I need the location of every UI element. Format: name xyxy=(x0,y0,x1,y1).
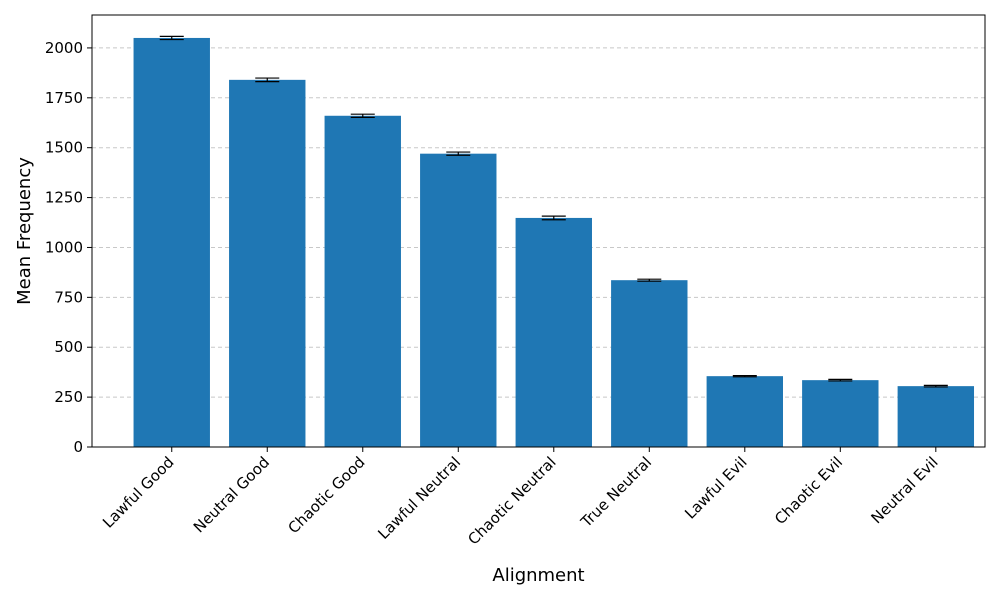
y-tick-label: 0 xyxy=(73,438,83,456)
y-axis: 0 250 500 750 1000 1250 1500 1750 2000 xyxy=(45,39,92,456)
x-tick-label: True Neutral xyxy=(577,453,655,531)
x-tick-label: Chaotic Good xyxy=(285,453,369,537)
x-axis: Lawful Good Neutral Good Chaotic Good Lawfu… xyxy=(99,447,942,548)
bar xyxy=(420,153,497,447)
y-tick-label: 250 xyxy=(54,388,83,406)
bar xyxy=(133,37,210,448)
x-tick-label: Lawful Evil xyxy=(681,453,750,522)
bar xyxy=(706,376,784,447)
y-tick-label: 500 xyxy=(54,338,83,356)
x-tick-label: Lawful Neutral xyxy=(374,453,464,543)
error-bars xyxy=(159,35,948,388)
bars xyxy=(133,37,975,448)
x-axis-label: Alignment xyxy=(492,565,584,586)
bar xyxy=(515,217,592,447)
plot-frame xyxy=(91,14,986,448)
y-tick-label: 1750 xyxy=(45,89,83,107)
y-tick-label: 750 xyxy=(54,288,83,306)
x-tick-label: Neutral Evil xyxy=(868,453,942,527)
y-axis-label: Mean Frequency xyxy=(14,157,35,305)
y-tick-label: 1500 xyxy=(45,139,83,157)
x-tick-label: Lawful Good xyxy=(99,453,178,532)
y-tick-label: 1000 xyxy=(45,238,83,256)
y-tick-label: 1250 xyxy=(45,189,83,207)
bar xyxy=(897,386,975,447)
x-tick-label: Neutral Good xyxy=(190,453,273,536)
bar xyxy=(229,79,306,447)
y-tick-label: 2000 xyxy=(45,39,83,57)
x-tick-label: Chaotic Neutral xyxy=(464,453,559,548)
bar xyxy=(611,280,688,447)
x-tick-label: Chaotic Evil xyxy=(771,453,846,528)
bar xyxy=(324,115,401,447)
bar xyxy=(802,380,879,447)
